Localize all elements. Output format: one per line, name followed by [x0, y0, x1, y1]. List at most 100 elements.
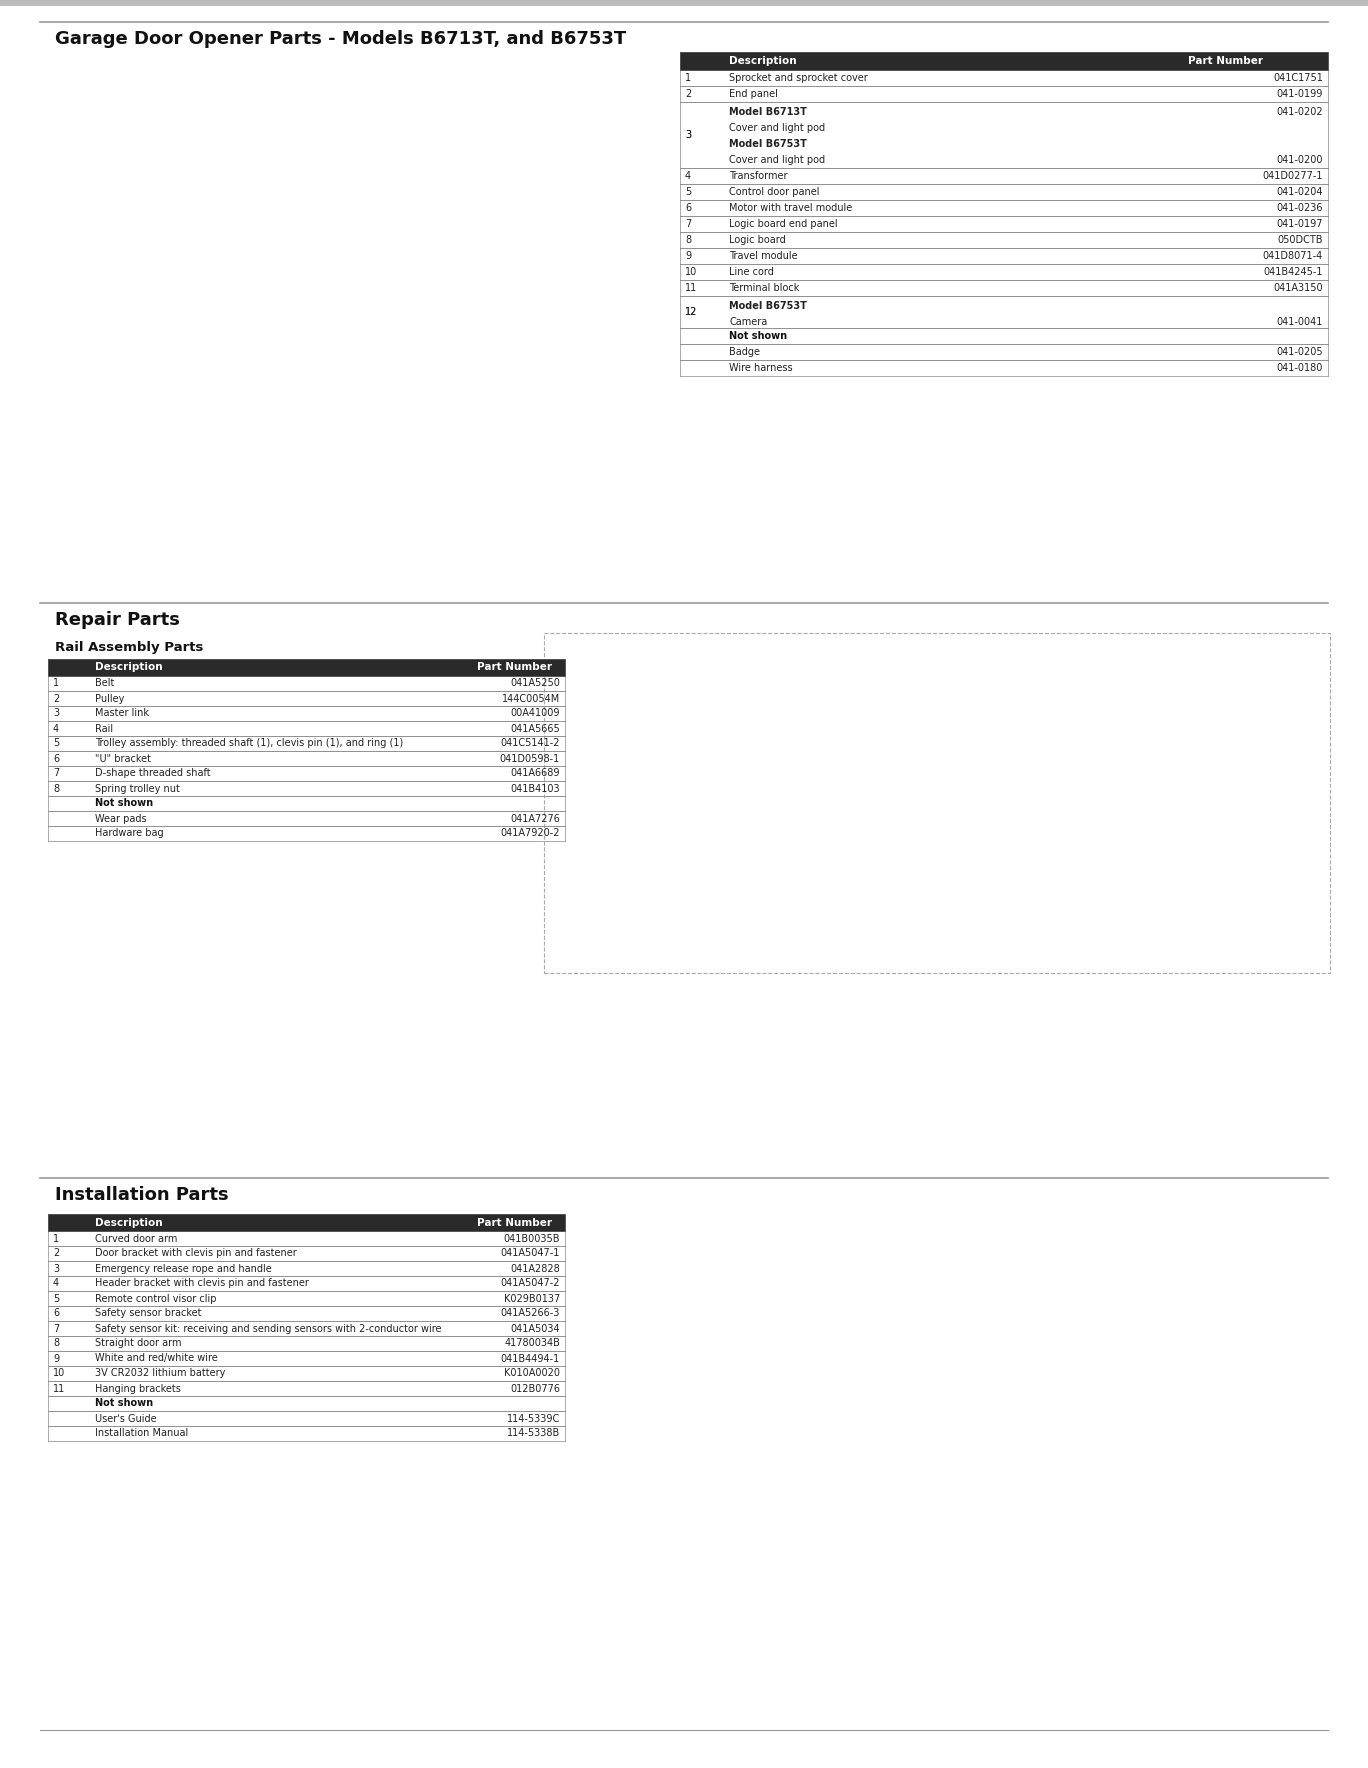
- Bar: [48, 659, 565, 675]
- Text: 041A5266-3: 041A5266-3: [501, 1308, 560, 1319]
- Text: Line cord: Line cord: [729, 267, 774, 278]
- Bar: [680, 51, 1328, 71]
- Text: 041C5141-2: 041C5141-2: [501, 739, 560, 748]
- Text: Rail Assembly Parts: Rail Assembly Parts: [55, 642, 204, 654]
- Text: Hardware bag: Hardware bag: [94, 829, 164, 838]
- Bar: [0, 0, 1368, 5]
- Text: 041D0277-1: 041D0277-1: [1263, 171, 1323, 180]
- Text: 041A2828: 041A2828: [510, 1264, 560, 1273]
- Text: Wear pads: Wear pads: [94, 813, 146, 824]
- Text: K010A0020: K010A0020: [503, 1368, 560, 1379]
- Text: 6: 6: [53, 1308, 59, 1319]
- Bar: [48, 781, 565, 796]
- Text: 5: 5: [53, 1294, 59, 1303]
- Text: 11: 11: [53, 1384, 66, 1393]
- Text: 114-5338B: 114-5338B: [508, 1429, 560, 1439]
- Bar: [680, 87, 1328, 103]
- Text: 5: 5: [685, 187, 691, 196]
- Bar: [48, 1411, 565, 1427]
- Text: 041B4494-1: 041B4494-1: [501, 1354, 560, 1363]
- Text: Motor with travel module: Motor with travel module: [729, 203, 852, 212]
- Text: User's Guide: User's Guide: [94, 1413, 156, 1423]
- Text: Wire harness: Wire harness: [729, 362, 793, 373]
- Bar: [48, 705, 565, 721]
- Bar: [680, 200, 1328, 216]
- Text: 12: 12: [685, 308, 698, 316]
- Bar: [680, 216, 1328, 232]
- Bar: [680, 279, 1328, 295]
- Bar: [680, 51, 1328, 71]
- Text: 9: 9: [685, 251, 691, 262]
- Text: Cover and light pod: Cover and light pod: [729, 154, 825, 164]
- Bar: [48, 766, 565, 781]
- Bar: [680, 71, 1328, 87]
- Text: Travel module: Travel module: [729, 251, 798, 262]
- Text: 8: 8: [53, 1338, 59, 1349]
- Text: 7: 7: [53, 769, 59, 778]
- Text: 1: 1: [53, 679, 59, 688]
- Text: Not shown: Not shown: [94, 799, 153, 808]
- Text: 041C1751: 041C1751: [1274, 72, 1323, 83]
- Text: Repair Parts: Repair Parts: [55, 612, 179, 629]
- Bar: [48, 659, 565, 675]
- Text: White and red/white wire: White and red/white wire: [94, 1354, 218, 1363]
- Text: Cover and light pod: Cover and light pod: [729, 122, 825, 133]
- Text: Part Number: Part Number: [477, 663, 553, 672]
- Bar: [680, 168, 1328, 184]
- Bar: [680, 295, 1328, 329]
- Text: 041-0197: 041-0197: [1276, 219, 1323, 230]
- Bar: [48, 721, 565, 735]
- Text: Hanging brackets: Hanging brackets: [94, 1384, 181, 1393]
- Bar: [48, 1276, 565, 1291]
- Text: 10: 10: [685, 267, 698, 278]
- Text: Header bracket with clevis pin and fastener: Header bracket with clevis pin and faste…: [94, 1278, 309, 1289]
- Text: 041D0598-1: 041D0598-1: [499, 753, 560, 764]
- Text: 041D8071-4: 041D8071-4: [1263, 251, 1323, 262]
- Text: Curved door arm: Curved door arm: [94, 1234, 178, 1243]
- Text: Pulley: Pulley: [94, 693, 124, 704]
- Text: 114-5339C: 114-5339C: [508, 1413, 560, 1423]
- Text: 6: 6: [53, 753, 59, 764]
- Text: 2: 2: [53, 693, 59, 704]
- Bar: [48, 1381, 565, 1397]
- Text: Model B6713T: Model B6713T: [729, 106, 807, 117]
- Bar: [48, 1215, 565, 1231]
- Bar: [48, 675, 565, 691]
- Text: 041A5047-1: 041A5047-1: [501, 1248, 560, 1259]
- Text: 5: 5: [53, 739, 59, 748]
- Text: Installation Parts: Installation Parts: [55, 1186, 228, 1204]
- Bar: [544, 633, 1330, 972]
- Text: 1: 1: [53, 1234, 59, 1243]
- Text: Logic board: Logic board: [729, 235, 787, 246]
- Bar: [48, 812, 565, 826]
- Text: Trolley assembly: threaded shaft (1), clevis pin (1), and ring (1): Trolley assembly: threaded shaft (1), cl…: [94, 739, 404, 748]
- Bar: [680, 263, 1328, 279]
- Text: 041-0202: 041-0202: [1276, 106, 1323, 117]
- Text: Installation Manual: Installation Manual: [94, 1429, 189, 1439]
- Text: Spring trolley nut: Spring trolley nut: [94, 783, 179, 794]
- Text: Transformer: Transformer: [729, 171, 788, 180]
- Text: D-shape threaded shaft: D-shape threaded shaft: [94, 769, 211, 778]
- Text: 041A7276: 041A7276: [510, 813, 560, 824]
- Text: 041A5250: 041A5250: [510, 679, 560, 688]
- Bar: [48, 1231, 565, 1246]
- Bar: [48, 1215, 565, 1231]
- Text: 041A5047-2: 041A5047-2: [501, 1278, 560, 1289]
- Text: Camera: Camera: [729, 316, 767, 327]
- Bar: [680, 184, 1328, 200]
- Text: Description: Description: [729, 57, 796, 65]
- Bar: [48, 826, 565, 842]
- Text: Model B6753T: Model B6753T: [729, 138, 807, 149]
- Text: K029B0137: K029B0137: [503, 1294, 560, 1303]
- Text: 041B0035B: 041B0035B: [503, 1234, 560, 1243]
- Text: "U" bracket: "U" bracket: [94, 753, 150, 764]
- Text: 041-0204: 041-0204: [1276, 187, 1323, 196]
- Text: Safety sensor kit: receiving and sending sensors with 2-conductor wire: Safety sensor kit: receiving and sending…: [94, 1324, 442, 1333]
- Text: 2: 2: [53, 1248, 59, 1259]
- Text: 041B4245-1: 041B4245-1: [1264, 267, 1323, 278]
- Text: Part Number: Part Number: [1187, 57, 1263, 65]
- Text: Rail: Rail: [94, 723, 114, 734]
- Bar: [48, 1367, 565, 1381]
- Text: 144C0054M: 144C0054M: [502, 693, 560, 704]
- Text: Terminal block: Terminal block: [729, 283, 799, 293]
